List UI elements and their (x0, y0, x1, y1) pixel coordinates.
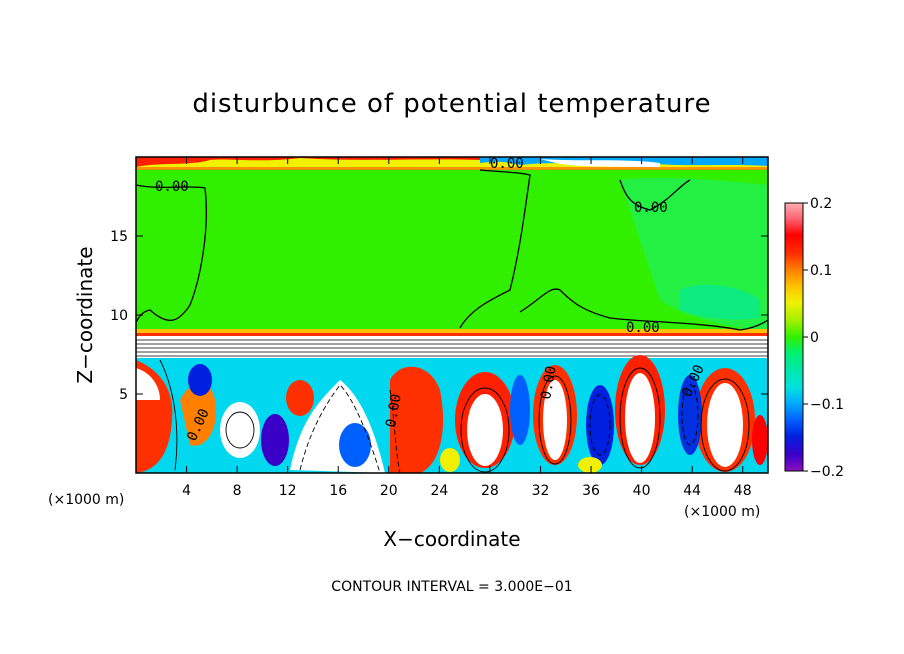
top-warm-band (136, 157, 480, 167)
x-tick-label: 24 (430, 483, 448, 499)
contour-label: 0.00 (538, 365, 560, 401)
colorbar-tick-label: 0 (810, 330, 819, 346)
contour-label: 0.00 (383, 393, 405, 429)
x-unit-left: (×1000 m) (48, 492, 124, 508)
contour-label: 0.00 (490, 156, 524, 172)
contour-label: 0.00 (155, 179, 189, 195)
top-orange-line (136, 167, 768, 170)
x-tick-label: 28 (481, 483, 499, 499)
colorbar-tick-label: −0.2 (810, 464, 844, 480)
y-axis-label: Z−coordinate (73, 246, 97, 383)
colorbar-ticks: 0.2 0.1 0 −0.1 −0.2 (803, 196, 844, 480)
y-tick-label: 10 (110, 308, 128, 324)
band-red (136, 333, 768, 336)
colorbar-tick-label: 0.2 (810, 196, 832, 212)
x-tick-label: 40 (633, 483, 651, 499)
x-axis: 4 8 12 16 20 24 28 32 36 40 44 48 (182, 157, 752, 499)
x-tick-label: 16 (329, 483, 347, 499)
colorbar-tick-label: 0.1 (810, 263, 832, 279)
x-tick-label: 44 (683, 483, 701, 499)
band-white (136, 336, 768, 358)
chart-title: disturbunce of potential temperature (192, 89, 711, 119)
y-tick-label: 15 (110, 229, 128, 245)
zero-contours (136, 169, 768, 331)
x-axis-label: X−coordinate (383, 527, 520, 551)
lower-warm-accents (286, 380, 768, 473)
contour-label: 0.00 (634, 200, 668, 216)
x-tick-label: 20 (380, 483, 398, 499)
contour-interval-note: CONTOUR INTERVAL = 3.000E−01 (331, 579, 572, 595)
cool-patch (680, 284, 760, 320)
x-tick-label: 36 (582, 483, 600, 499)
y-axis: 5 10 15 (110, 229, 768, 403)
plot-area (136, 157, 768, 473)
y-tick-label: 5 (119, 387, 128, 403)
band-yellow (136, 329, 768, 333)
top-white-band (540, 159, 660, 168)
x-tick-label: 32 (532, 483, 550, 499)
x-tick-label: 12 (279, 483, 297, 499)
x-tick-label: 4 (182, 483, 191, 499)
x-tick-label: 48 (734, 483, 752, 499)
band-contours (136, 339, 768, 357)
lower-contours (159, 359, 750, 473)
x-unit-right: (×1000 m) (684, 504, 760, 520)
x-tick-label: 8 (233, 483, 242, 499)
contour-label: 0.00 (626, 320, 660, 336)
colorbar-tick-label: −0.1 (810, 397, 844, 413)
colorbar (784, 202, 804, 472)
contour-labels: 0.00 0.00 0.00 0.00 0.00 0.00 0.00 0.00 (155, 156, 708, 444)
